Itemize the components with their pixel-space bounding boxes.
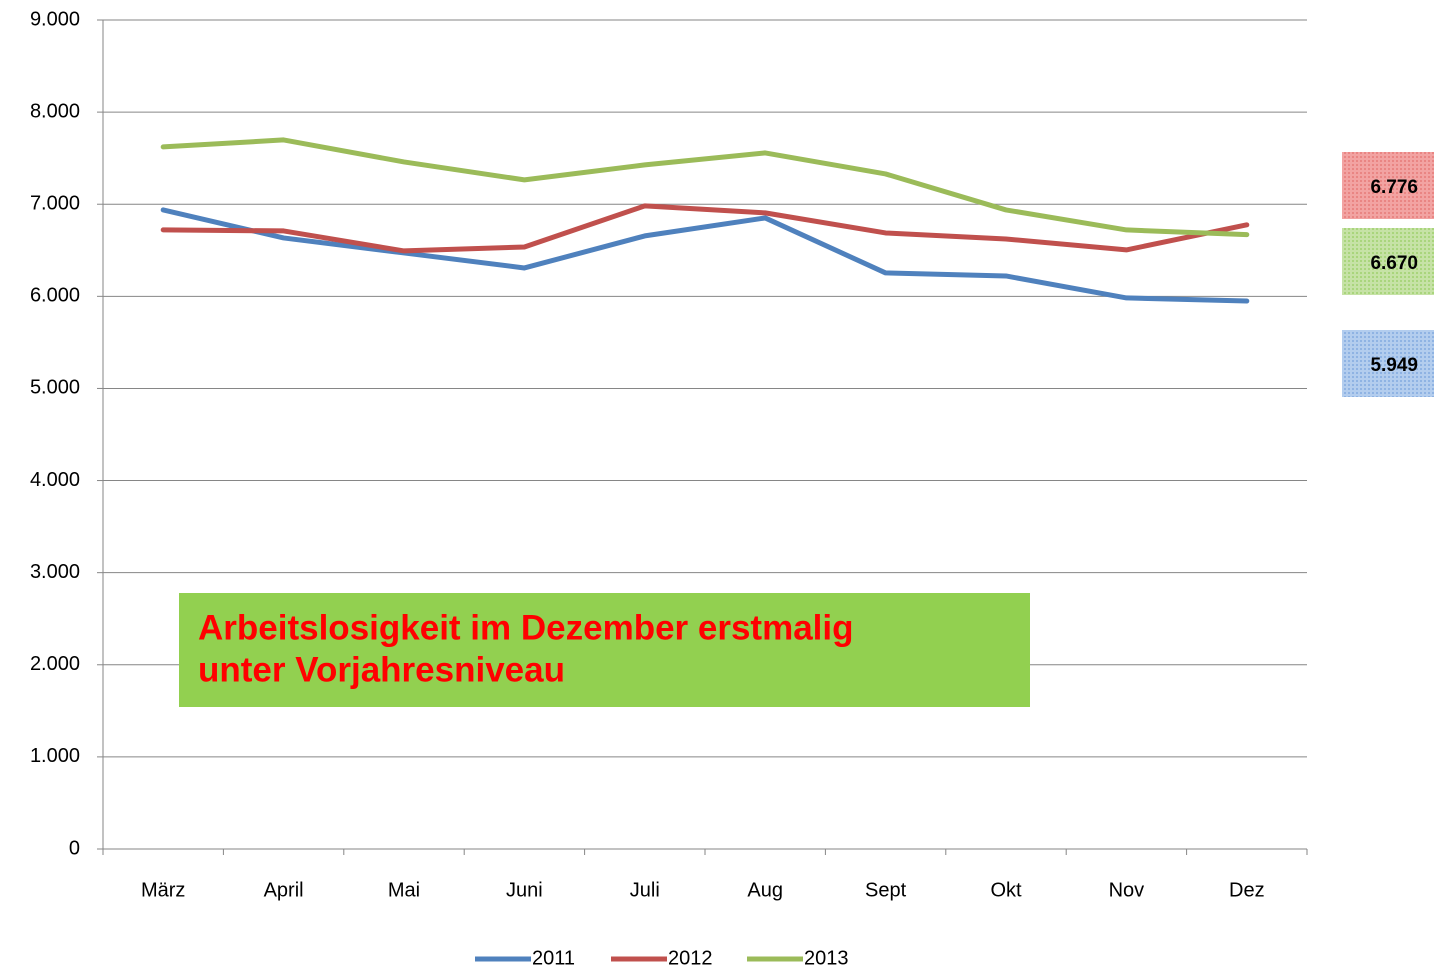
legend-label: 2012 [668,947,713,969]
x-tick-label: Dez [1229,879,1265,901]
y-tick-label: 5.000 [30,377,80,399]
y-tick-label: 0 [69,837,80,859]
data-line [160,207,1250,304]
value-label-box [1342,152,1434,219]
value-label-box [1342,228,1434,295]
annotation-box [179,593,1030,707]
legend-label: 2013 [804,947,849,969]
x-tick-label: Okt [990,879,1022,901]
x-tick-label: Nov [1109,879,1145,901]
value-label: 5.949 [1370,355,1418,376]
y-tick-label: 6.000 [30,285,80,307]
annotation: unter Vorjahresniveau [198,650,565,689]
y-tick-label: 8.000 [30,100,80,122]
value-label: 6.776 [1370,177,1418,198]
y-tick-label: 9.000 [30,8,80,30]
data-line [160,137,1250,238]
y-tick-label: 1.000 [30,745,80,767]
x-tick-label: Sept [865,879,907,901]
legend-label: 2011 [532,947,575,969]
y-tick-label: 2.000 [30,653,80,675]
x-tick-label: Juni [506,879,543,901]
y-tick-label: 3.000 [30,561,80,583]
x-tick-label: Mai [388,879,420,901]
x-tick-label: Juli [630,879,660,901]
y-tick-label: 4.000 [30,469,80,491]
data-line [160,203,1250,254]
value-label-box [1342,330,1434,397]
value-label: 6.670 [1370,253,1418,274]
x-tick-label: März [141,879,185,901]
x-tick-label: April [264,879,304,901]
annotation: Arbeitslosigkeit im Dezember erstmalig [198,608,854,647]
x-tick-label: Aug [747,879,783,901]
y-tick-label: 7.000 [30,193,80,215]
